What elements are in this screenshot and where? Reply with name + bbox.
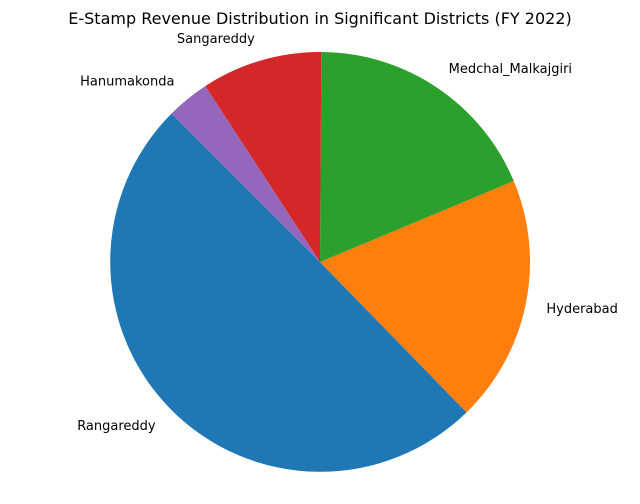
slice-label-hyderabad: Hyderabad [546,302,618,317]
pie-labels: Rangareddy Hyderabad Medchal_Malkajgiri San… [77,32,618,434]
pie-slice-hanumakonda [171,86,320,263]
pie-slice-medchal-malkajgiri [320,52,514,262]
slice-label-sangareddy: Sangareddy [177,32,255,47]
pie-slice-rangareddy [110,113,467,472]
slice-label-medchal-malkajgiri: Medchal_Malkajgiri [449,62,572,77]
pie-slices [110,51,530,472]
chart-title: E-Stamp Revenue Distribution in Signific… [68,9,572,28]
pie-slice-sangareddy [205,51,322,263]
slice-label-rangareddy: Rangareddy [77,419,156,434]
slice-label-hanumakonda: Hanumakonda [80,75,174,90]
pie-slice-hyderabad [320,181,530,413]
